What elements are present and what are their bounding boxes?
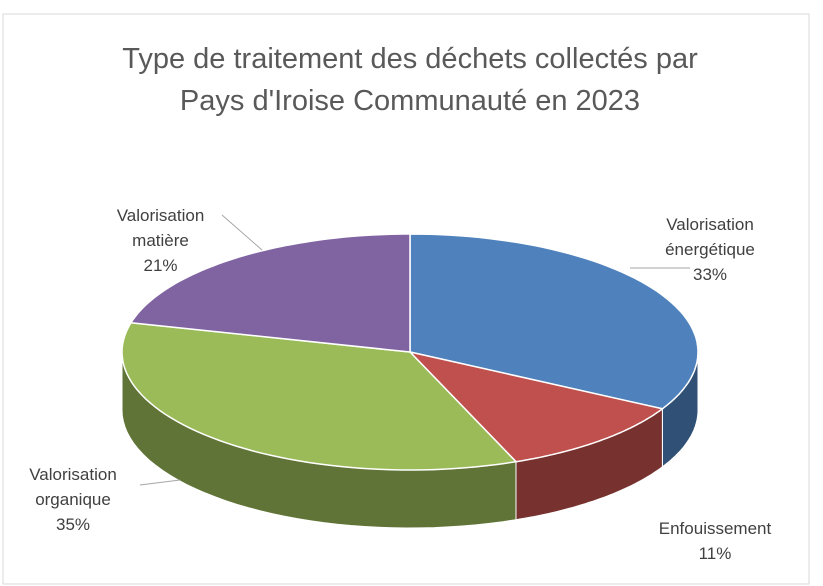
label-name: Valorisation organique [29, 465, 117, 509]
data-label: Enfouissement 11% [630, 516, 800, 566]
label-name: Enfouissement [658, 519, 772, 538]
label-value: 11% [698, 544, 732, 563]
label-name: Valorisation énergétique [665, 215, 755, 259]
label-value: 35% [55, 515, 91, 534]
slice [121, 321, 518, 471]
slice [407, 350, 665, 463]
leader-line [221, 214, 263, 251]
slice [409, 233, 699, 410]
chart-title: Type de traitement des déchets collectés… [122, 43, 698, 117]
label-name: Valorisation matière [116, 206, 205, 250]
data-label: Valorisation organique 35% [8, 462, 138, 537]
data-label: Valorisation énergétique 33% [640, 212, 780, 287]
label-value: 33% [692, 265, 728, 284]
label-value: 21% [143, 256, 178, 275]
leader-line [139, 479, 181, 486]
slice [129, 233, 411, 353]
data-label: Valorisation matière 21% [88, 203, 233, 278]
